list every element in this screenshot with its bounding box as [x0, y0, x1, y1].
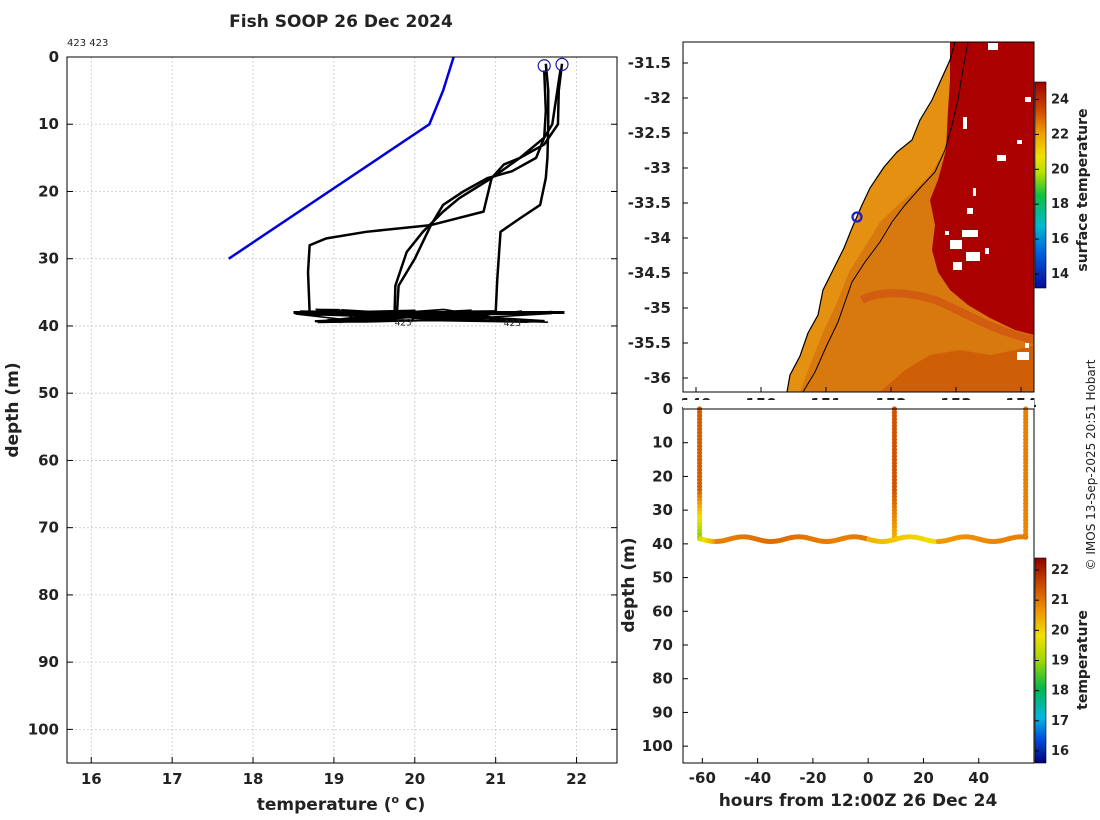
- bottom-trace: [295, 308, 553, 324]
- sst-warm-core: [930, 42, 1034, 335]
- sst-colorbar-tick-label: 14: [1051, 267, 1069, 282]
- time-depth-xtick-label: -20: [799, 769, 826, 787]
- profile-series-line: [393, 70, 562, 313]
- temperature-colorbar-tick-label: 17: [1051, 714, 1069, 729]
- time-depth-xtick-label: 20: [913, 769, 934, 787]
- time-depth-ytick-label: 90: [652, 703, 673, 721]
- temperature-colorbar-tick-label: 22: [1051, 563, 1069, 578]
- sst-colorbar-bar: [1034, 81, 1047, 289]
- profile-id-tag: 423: [395, 318, 412, 328]
- temperature-colorbar-tick-label: 19: [1051, 654, 1069, 669]
- profile-ytick-label: 40: [38, 317, 59, 335]
- map-ytick-label: -35: [644, 299, 671, 317]
- time-depth-xtick-label: 40: [968, 769, 989, 787]
- time-depth-xtick-label: -40: [744, 769, 771, 787]
- time-depth-ytick-label: 100: [642, 737, 673, 755]
- sst-southern-warm: [880, 345, 1034, 392]
- shelf-contour: [802, 42, 969, 392]
- profile-ytick-label: 20: [38, 182, 59, 200]
- profile-ytick-label: 80: [38, 586, 59, 604]
- sst-colorbar-tick-label: 16: [1051, 232, 1069, 247]
- time-depth-chart: -60 -40 -20 0 20 40 0 10 20 30 40 50 60 70 80 90 100 hou…: [619, 400, 1091, 811]
- time-depth-ylabel: depth (m): [619, 537, 639, 632]
- profile-ytick-label: 70: [38, 519, 59, 537]
- profile-ytick-label: 50: [38, 384, 59, 402]
- time-depth-ytick-label: 60: [652, 602, 673, 620]
- profile-xtick-label: 21: [485, 770, 506, 788]
- time-depth-ytick-label: 70: [652, 636, 673, 654]
- temperature-colorbar-tick-label: 21: [1051, 593, 1069, 608]
- map-ytick-label: -32: [644, 89, 671, 107]
- copyright-text: © IMOS 13-Sep-2025 20:51 Hobart: [1084, 359, 1098, 570]
- time-depth-ytick-label: 40: [652, 535, 673, 553]
- time-depth-ytick-label: 80: [652, 670, 673, 688]
- reference-profile-line: [228, 57, 455, 260]
- time-depth-ytick-label: 30: [652, 501, 673, 519]
- map-label-mask: [683, 400, 1034, 409]
- time-depth-xlabel: hours from 12:00Z 26 Dec 24: [719, 791, 998, 811]
- profile-ytick-label: 10: [38, 115, 59, 133]
- profile-xtick-label: 18: [243, 770, 264, 788]
- cloud-specks: [945, 43, 1031, 360]
- profile-xlabel: temperature (o C): [257, 793, 426, 815]
- map-ytick-label: -36: [644, 369, 671, 387]
- profile-xtick-label: 16: [81, 770, 102, 788]
- sst-colorbar-tick-label: 24: [1051, 92, 1069, 107]
- surface-marker: [537, 59, 551, 73]
- map-ytick-label: -33: [644, 159, 671, 177]
- profile-xtick-label: 19: [323, 770, 344, 788]
- sst-colorbar-tick-label: 18: [1051, 197, 1069, 212]
- time-depth-ytick-label: 20: [652, 467, 673, 485]
- profile-xtick-label: 22: [566, 770, 587, 788]
- time-depth-ytick-label: 50: [652, 569, 673, 587]
- time-depth-ytick-label: 0: [663, 400, 673, 418]
- profile-ytick-label: 60: [38, 451, 59, 469]
- temperature-point: [1022, 534, 1029, 540]
- sst-map: -31.5 -32 -32.5 -33 -33.5 -34 -34.5 -35 -35.5 -36…: [628, 41, 1091, 413]
- map-ytick-label: -34: [644, 229, 671, 247]
- time-depth-axes-box: [682, 408, 1035, 764]
- sst-colorbar-tick-label: 20: [1051, 162, 1069, 177]
- sst-eddy-edge: [860, 289, 1034, 344]
- profile-series-line: [395, 70, 548, 313]
- profile-ytick-label: 100: [28, 720, 59, 738]
- map-axes-box: [682, 41, 1035, 393]
- temperature-colorbar-tick-label: 20: [1051, 623, 1069, 638]
- coastline: [786, 42, 956, 392]
- profile-ytick-label: 90: [38, 653, 59, 671]
- map-ytick-label: -32.5: [628, 124, 671, 142]
- temperature-colorbar: 16 17 18 19 20 21 22: [1034, 557, 1069, 764]
- id-label: 423 423: [67, 38, 108, 49]
- profile-ytick-label: 30: [38, 250, 59, 268]
- profile-axes-box: [66, 56, 618, 764]
- temperature-colorbar-label: temperature: [1075, 610, 1091, 710]
- map-ytick-label: -34.5: [628, 264, 671, 282]
- sst-colorbar: 14 16 18 20 22 24: [1034, 81, 1069, 289]
- sst-colorbar-tick-label: 22: [1051, 127, 1069, 142]
- profile-ytick-label: 0: [49, 48, 59, 66]
- profile-chart: 423 423 16 17 18 19 20 21 22 0 10 20 30 40 50 60 70 80 90…: [3, 48, 618, 815]
- profile-id-tag: 423: [504, 319, 521, 329]
- profile-series-line: [494, 63, 550, 313]
- location-marker: [851, 211, 863, 223]
- time-depth-ytick-label: 10: [652, 434, 673, 452]
- figure-title: Fish SOOP 26 Dec 2024: [229, 12, 453, 32]
- profile-xtick-label: 20: [404, 770, 425, 788]
- time-depth-xtick-label: 0: [863, 769, 873, 787]
- temperature-colorbar-tick-label: 16: [1051, 744, 1069, 759]
- profile-ylabel: depth (m): [3, 362, 23, 457]
- map-ytick-label: -35.5: [628, 334, 671, 352]
- sst-colorbar-label: surface temperature: [1075, 108, 1091, 271]
- time-depth-xtick-label: -60: [689, 769, 716, 787]
- temperature-colorbar-tick-label: 18: [1051, 684, 1069, 699]
- map-ytick-label: -33.5: [628, 194, 671, 212]
- profile-series-line: [306, 63, 564, 313]
- surface-marker: [555, 57, 569, 71]
- map-ytick-label: -31.5: [628, 54, 671, 72]
- profile-xtick-label: 17: [162, 770, 183, 788]
